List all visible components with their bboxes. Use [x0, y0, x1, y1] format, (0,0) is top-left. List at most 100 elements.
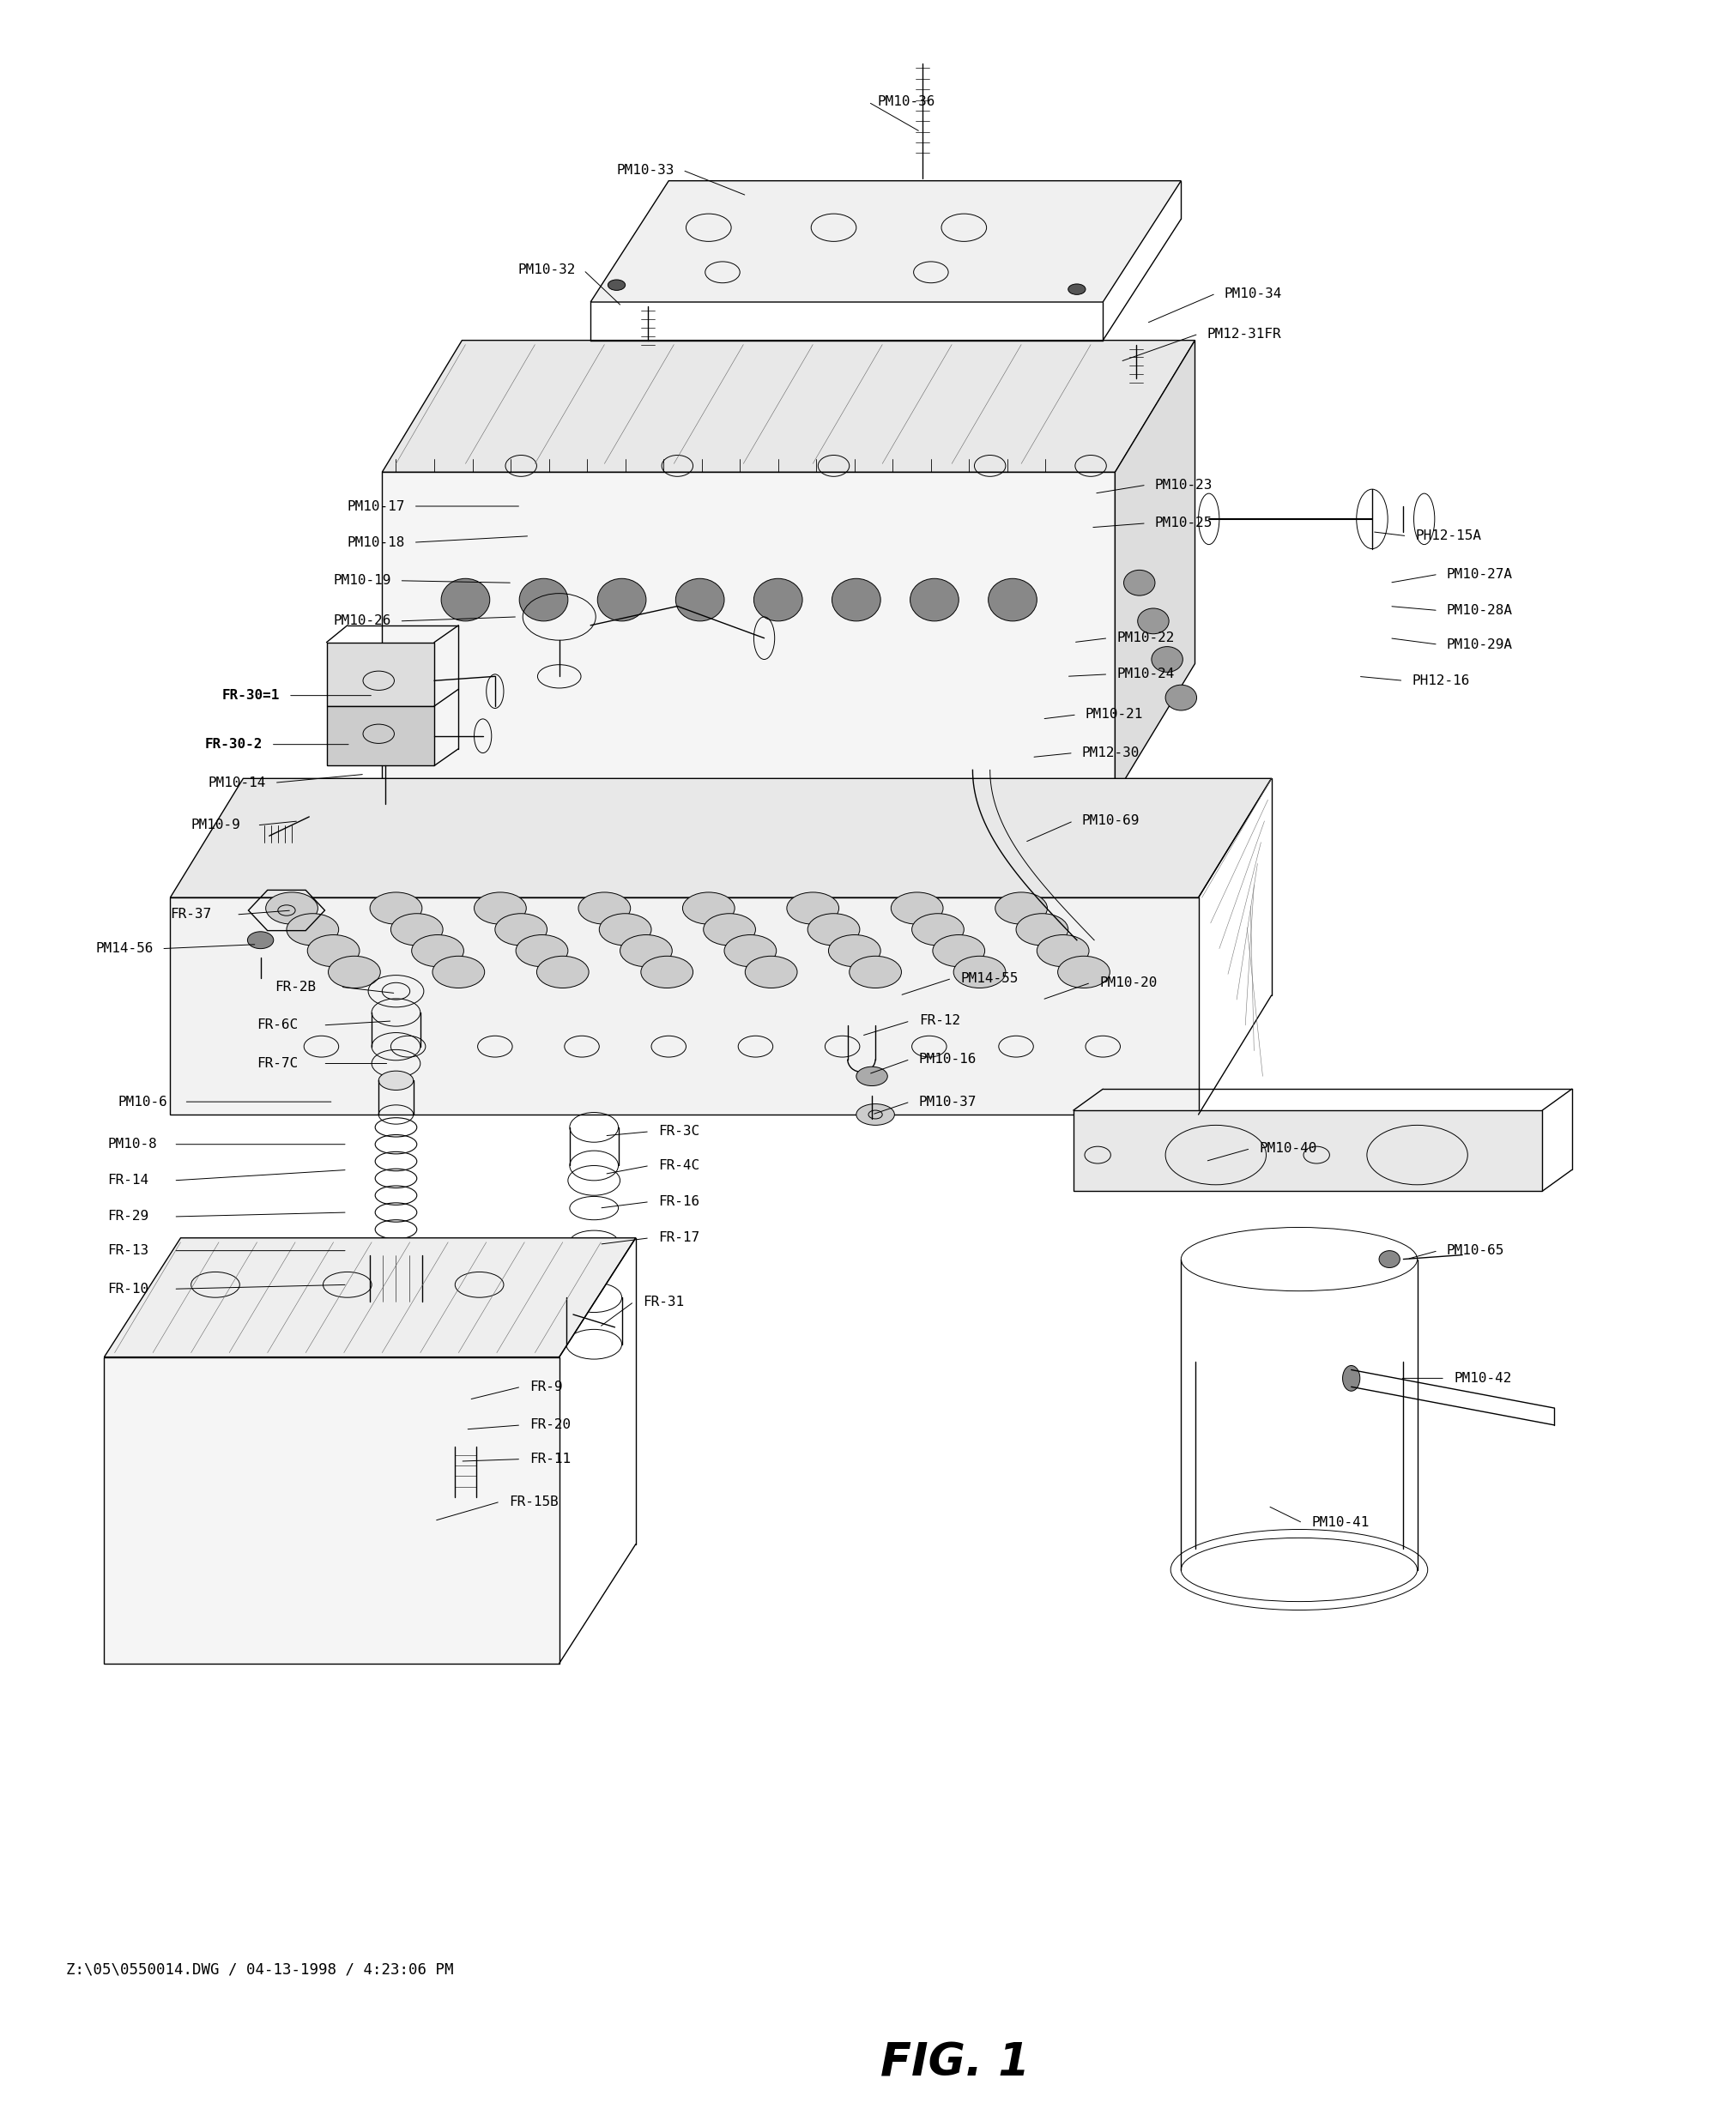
Ellipse shape — [307, 936, 359, 966]
Ellipse shape — [641, 957, 693, 989]
Text: PM10-41: PM10-41 — [1311, 1517, 1368, 1529]
Text: PM10-69: PM10-69 — [1082, 815, 1139, 827]
Text: FR-17: FR-17 — [658, 1232, 700, 1244]
Ellipse shape — [1123, 570, 1154, 596]
Ellipse shape — [432, 957, 484, 989]
Text: PM10-32: PM10-32 — [517, 264, 575, 277]
Ellipse shape — [1016, 915, 1068, 944]
Ellipse shape — [932, 936, 984, 966]
Ellipse shape — [1057, 957, 1109, 989]
Text: PM10-6: PM10-6 — [118, 1095, 168, 1108]
Text: FIG. 1: FIG. 1 — [880, 2042, 1029, 2084]
Polygon shape — [382, 472, 1115, 795]
Polygon shape — [590, 181, 1180, 302]
Ellipse shape — [724, 936, 776, 966]
Text: FR-7C: FR-7C — [257, 1057, 299, 1070]
Ellipse shape — [608, 279, 625, 291]
Text: PH12-15A: PH12-15A — [1415, 530, 1481, 542]
Text: FR-20: FR-20 — [529, 1419, 571, 1431]
Ellipse shape — [375, 798, 396, 810]
Ellipse shape — [1151, 647, 1182, 672]
Text: PM10-16: PM10-16 — [918, 1053, 976, 1066]
Text: PM10-24: PM10-24 — [1116, 668, 1174, 681]
Ellipse shape — [1036, 936, 1088, 966]
Ellipse shape — [856, 1104, 894, 1125]
Ellipse shape — [891, 893, 943, 925]
Ellipse shape — [911, 915, 963, 944]
Text: FR-13: FR-13 — [108, 1244, 149, 1257]
Text: PM10-19: PM10-19 — [333, 574, 391, 587]
Ellipse shape — [675, 579, 724, 621]
Text: FR-16: FR-16 — [658, 1195, 700, 1208]
Text: PM14-55: PM14-55 — [960, 972, 1017, 985]
Text: PM12-31FR: PM12-31FR — [1207, 328, 1281, 340]
Text: PM10-33: PM10-33 — [616, 164, 674, 177]
Text: PM10-21: PM10-21 — [1085, 708, 1142, 721]
Ellipse shape — [286, 915, 339, 944]
Text: PM14-56: PM14-56 — [95, 942, 153, 955]
Ellipse shape — [495, 915, 547, 944]
Ellipse shape — [703, 915, 755, 944]
Text: PM10-18: PM10-18 — [347, 536, 404, 549]
Text: PM10-29A: PM10-29A — [1446, 638, 1512, 651]
Ellipse shape — [953, 957, 1005, 989]
Text: FR-6C: FR-6C — [257, 1019, 299, 1032]
Text: FR-30-2: FR-30-2 — [205, 738, 262, 751]
Ellipse shape — [519, 579, 568, 621]
Ellipse shape — [1378, 1251, 1399, 1268]
Ellipse shape — [753, 579, 802, 621]
Polygon shape — [382, 340, 1194, 472]
Ellipse shape — [856, 1068, 887, 1087]
Ellipse shape — [266, 893, 318, 925]
Text: FR-14: FR-14 — [108, 1174, 149, 1187]
Polygon shape — [326, 642, 434, 706]
Polygon shape — [104, 1357, 559, 1663]
Text: FR-29: FR-29 — [108, 1210, 149, 1223]
Ellipse shape — [828, 936, 880, 966]
Text: FR-15B: FR-15B — [509, 1495, 559, 1508]
Text: PM12-30: PM12-30 — [1082, 747, 1139, 759]
Ellipse shape — [391, 915, 443, 944]
Text: PM10-65: PM10-65 — [1446, 1244, 1503, 1257]
Text: FR-31: FR-31 — [642, 1295, 684, 1308]
Ellipse shape — [597, 579, 646, 621]
Text: PM10-17: PM10-17 — [347, 500, 404, 513]
Text: PM10-37: PM10-37 — [918, 1095, 976, 1108]
Text: FR-10: FR-10 — [108, 1283, 149, 1295]
Text: PM10-20: PM10-20 — [1099, 976, 1156, 989]
Ellipse shape — [807, 915, 859, 944]
Text: FR-12: FR-12 — [918, 1015, 960, 1027]
Text: FR-37: FR-37 — [170, 908, 212, 921]
Ellipse shape — [378, 1072, 413, 1091]
Ellipse shape — [786, 893, 838, 925]
Ellipse shape — [995, 893, 1047, 925]
Text: PM10-28A: PM10-28A — [1446, 604, 1512, 617]
Text: PM10-25: PM10-25 — [1154, 517, 1212, 530]
Text: FR-3C: FR-3C — [658, 1125, 700, 1138]
Text: PM10-40: PM10-40 — [1259, 1142, 1316, 1155]
Ellipse shape — [1137, 608, 1168, 634]
Text: PM10-8: PM10-8 — [108, 1138, 158, 1151]
Ellipse shape — [988, 579, 1036, 621]
Text: FR-11: FR-11 — [529, 1453, 571, 1466]
Ellipse shape — [516, 936, 568, 966]
Ellipse shape — [1068, 285, 1085, 296]
Polygon shape — [326, 706, 434, 766]
Ellipse shape — [441, 579, 490, 621]
Text: FR-2B: FR-2B — [274, 981, 316, 993]
Ellipse shape — [238, 823, 276, 849]
Ellipse shape — [578, 893, 630, 925]
Ellipse shape — [411, 936, 464, 966]
Text: PM10-9: PM10-9 — [191, 819, 241, 832]
Ellipse shape — [1165, 685, 1196, 710]
Text: PM10-26: PM10-26 — [333, 615, 391, 627]
Ellipse shape — [1342, 1366, 1359, 1391]
Ellipse shape — [536, 957, 589, 989]
Text: PM10-36: PM10-36 — [877, 96, 934, 108]
Polygon shape — [170, 778, 1271, 898]
Polygon shape — [170, 898, 1198, 1115]
Text: FR-30=1: FR-30=1 — [222, 689, 279, 702]
Text: PM10-42: PM10-42 — [1453, 1372, 1510, 1385]
Ellipse shape — [682, 893, 734, 925]
Text: PM10-23: PM10-23 — [1154, 479, 1212, 491]
